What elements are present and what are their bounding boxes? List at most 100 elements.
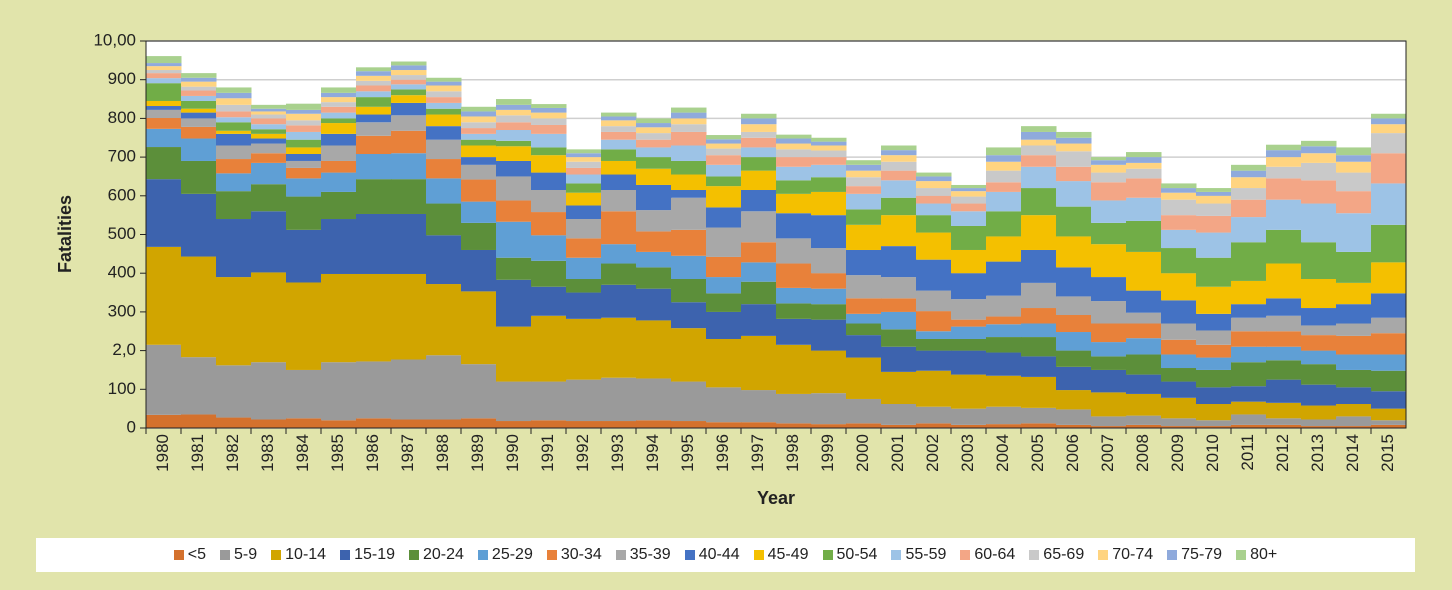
area-segment bbox=[426, 235, 462, 285]
area-segment bbox=[706, 176, 742, 187]
area-segment bbox=[426, 97, 462, 103]
area-segment bbox=[881, 424, 917, 428]
legend-entry: 80+ bbox=[1236, 546, 1277, 564]
area-segment bbox=[671, 131, 707, 146]
area-segment bbox=[461, 364, 497, 419]
area-segment bbox=[986, 161, 1022, 171]
legend-entry: 30-34 bbox=[546, 546, 602, 564]
area-segment bbox=[671, 197, 707, 230]
area-segment bbox=[1266, 229, 1302, 264]
area-segment bbox=[461, 116, 497, 123]
area-segment bbox=[1371, 391, 1407, 409]
y-tick-label: 300 bbox=[108, 301, 136, 320]
area-segment bbox=[426, 85, 462, 92]
area-segment bbox=[426, 91, 462, 98]
area-segment bbox=[1336, 404, 1372, 417]
area-segment bbox=[356, 122, 392, 136]
x-tick-label: 2010 bbox=[1203, 434, 1222, 472]
area-segment bbox=[1091, 301, 1127, 324]
legend-label: <5 bbox=[187, 546, 207, 563]
area-segment bbox=[671, 124, 707, 132]
area-segment bbox=[916, 406, 952, 424]
area-segment bbox=[776, 166, 812, 181]
area-segment bbox=[1371, 408, 1407, 421]
area-segment bbox=[741, 211, 777, 243]
legend-label: 15-19 bbox=[354, 546, 395, 563]
area-segment bbox=[286, 167, 322, 179]
legend-label: 60-64 bbox=[974, 546, 1016, 563]
area-segment bbox=[1056, 151, 1092, 167]
y-tick-label: 2,0 bbox=[112, 340, 136, 359]
area-segment bbox=[706, 256, 742, 278]
area-segment bbox=[391, 95, 427, 103]
area-segment bbox=[1231, 317, 1267, 332]
legend-entry: 50-54 bbox=[822, 546, 877, 564]
area-segment bbox=[1021, 337, 1057, 357]
area-segment bbox=[1301, 364, 1337, 385]
area-segment bbox=[1126, 424, 1162, 428]
area-segment bbox=[461, 179, 497, 202]
area-segment bbox=[1231, 386, 1267, 402]
area-segment bbox=[1161, 418, 1197, 427]
area-segment bbox=[251, 272, 287, 363]
area-segment bbox=[986, 406, 1022, 425]
area-segment bbox=[391, 273, 427, 360]
area-segment bbox=[986, 324, 1022, 338]
x-tick-label: 1989 bbox=[468, 434, 487, 472]
area-segment bbox=[671, 189, 707, 198]
area-segment bbox=[356, 85, 392, 92]
area-segment bbox=[1231, 188, 1267, 200]
area-segment bbox=[1126, 354, 1162, 375]
area-segment bbox=[1196, 191, 1232, 196]
legend-swatch bbox=[1098, 550, 1109, 560]
area-segment bbox=[951, 211, 987, 226]
area-segment bbox=[811, 215, 847, 249]
area-segment bbox=[1301, 140, 1337, 147]
area-segment bbox=[881, 404, 917, 425]
area-segment bbox=[251, 114, 287, 119]
area-segment bbox=[496, 176, 532, 201]
area-segment bbox=[1336, 387, 1372, 405]
area-segment bbox=[951, 326, 987, 339]
area-segment bbox=[636, 378, 672, 421]
area-segment bbox=[1196, 188, 1232, 192]
area-segment bbox=[251, 419, 287, 428]
area-segment bbox=[776, 143, 812, 150]
area-segment bbox=[706, 422, 742, 428]
area-segment bbox=[496, 279, 532, 327]
area-segment bbox=[671, 421, 707, 428]
area-segment bbox=[741, 390, 777, 423]
legend-swatch bbox=[340, 550, 351, 560]
area-segment bbox=[1266, 331, 1302, 347]
area-segment bbox=[1126, 220, 1162, 252]
area-segment bbox=[881, 346, 917, 372]
area-segment bbox=[1336, 323, 1372, 336]
area-segment bbox=[951, 225, 987, 250]
area-segment bbox=[986, 211, 1022, 237]
y-tick-label: 400 bbox=[108, 263, 136, 282]
legend-label: 55-59 bbox=[905, 546, 947, 563]
area-segment bbox=[776, 193, 812, 214]
area-segment bbox=[1196, 313, 1232, 331]
area-segment bbox=[1231, 170, 1267, 178]
area-segment bbox=[811, 177, 847, 192]
area-segment bbox=[531, 124, 567, 134]
area-segment bbox=[1301, 203, 1337, 243]
area-segment bbox=[146, 246, 182, 345]
area-segment bbox=[916, 215, 952, 233]
area-segment bbox=[251, 133, 287, 139]
area-segment bbox=[1266, 315, 1302, 332]
area-segment bbox=[286, 229, 322, 283]
area-segment bbox=[461, 139, 497, 146]
area-segment bbox=[321, 420, 357, 428]
legend-swatch bbox=[271, 550, 282, 560]
area-segment bbox=[1126, 162, 1162, 169]
legend-label: 10-14 bbox=[285, 546, 327, 563]
area-segment bbox=[671, 229, 707, 256]
area-segment bbox=[566, 205, 602, 220]
area-segment bbox=[356, 91, 392, 98]
area-segment bbox=[251, 162, 287, 185]
area-segment bbox=[1336, 369, 1372, 388]
area-segment bbox=[1091, 244, 1127, 278]
